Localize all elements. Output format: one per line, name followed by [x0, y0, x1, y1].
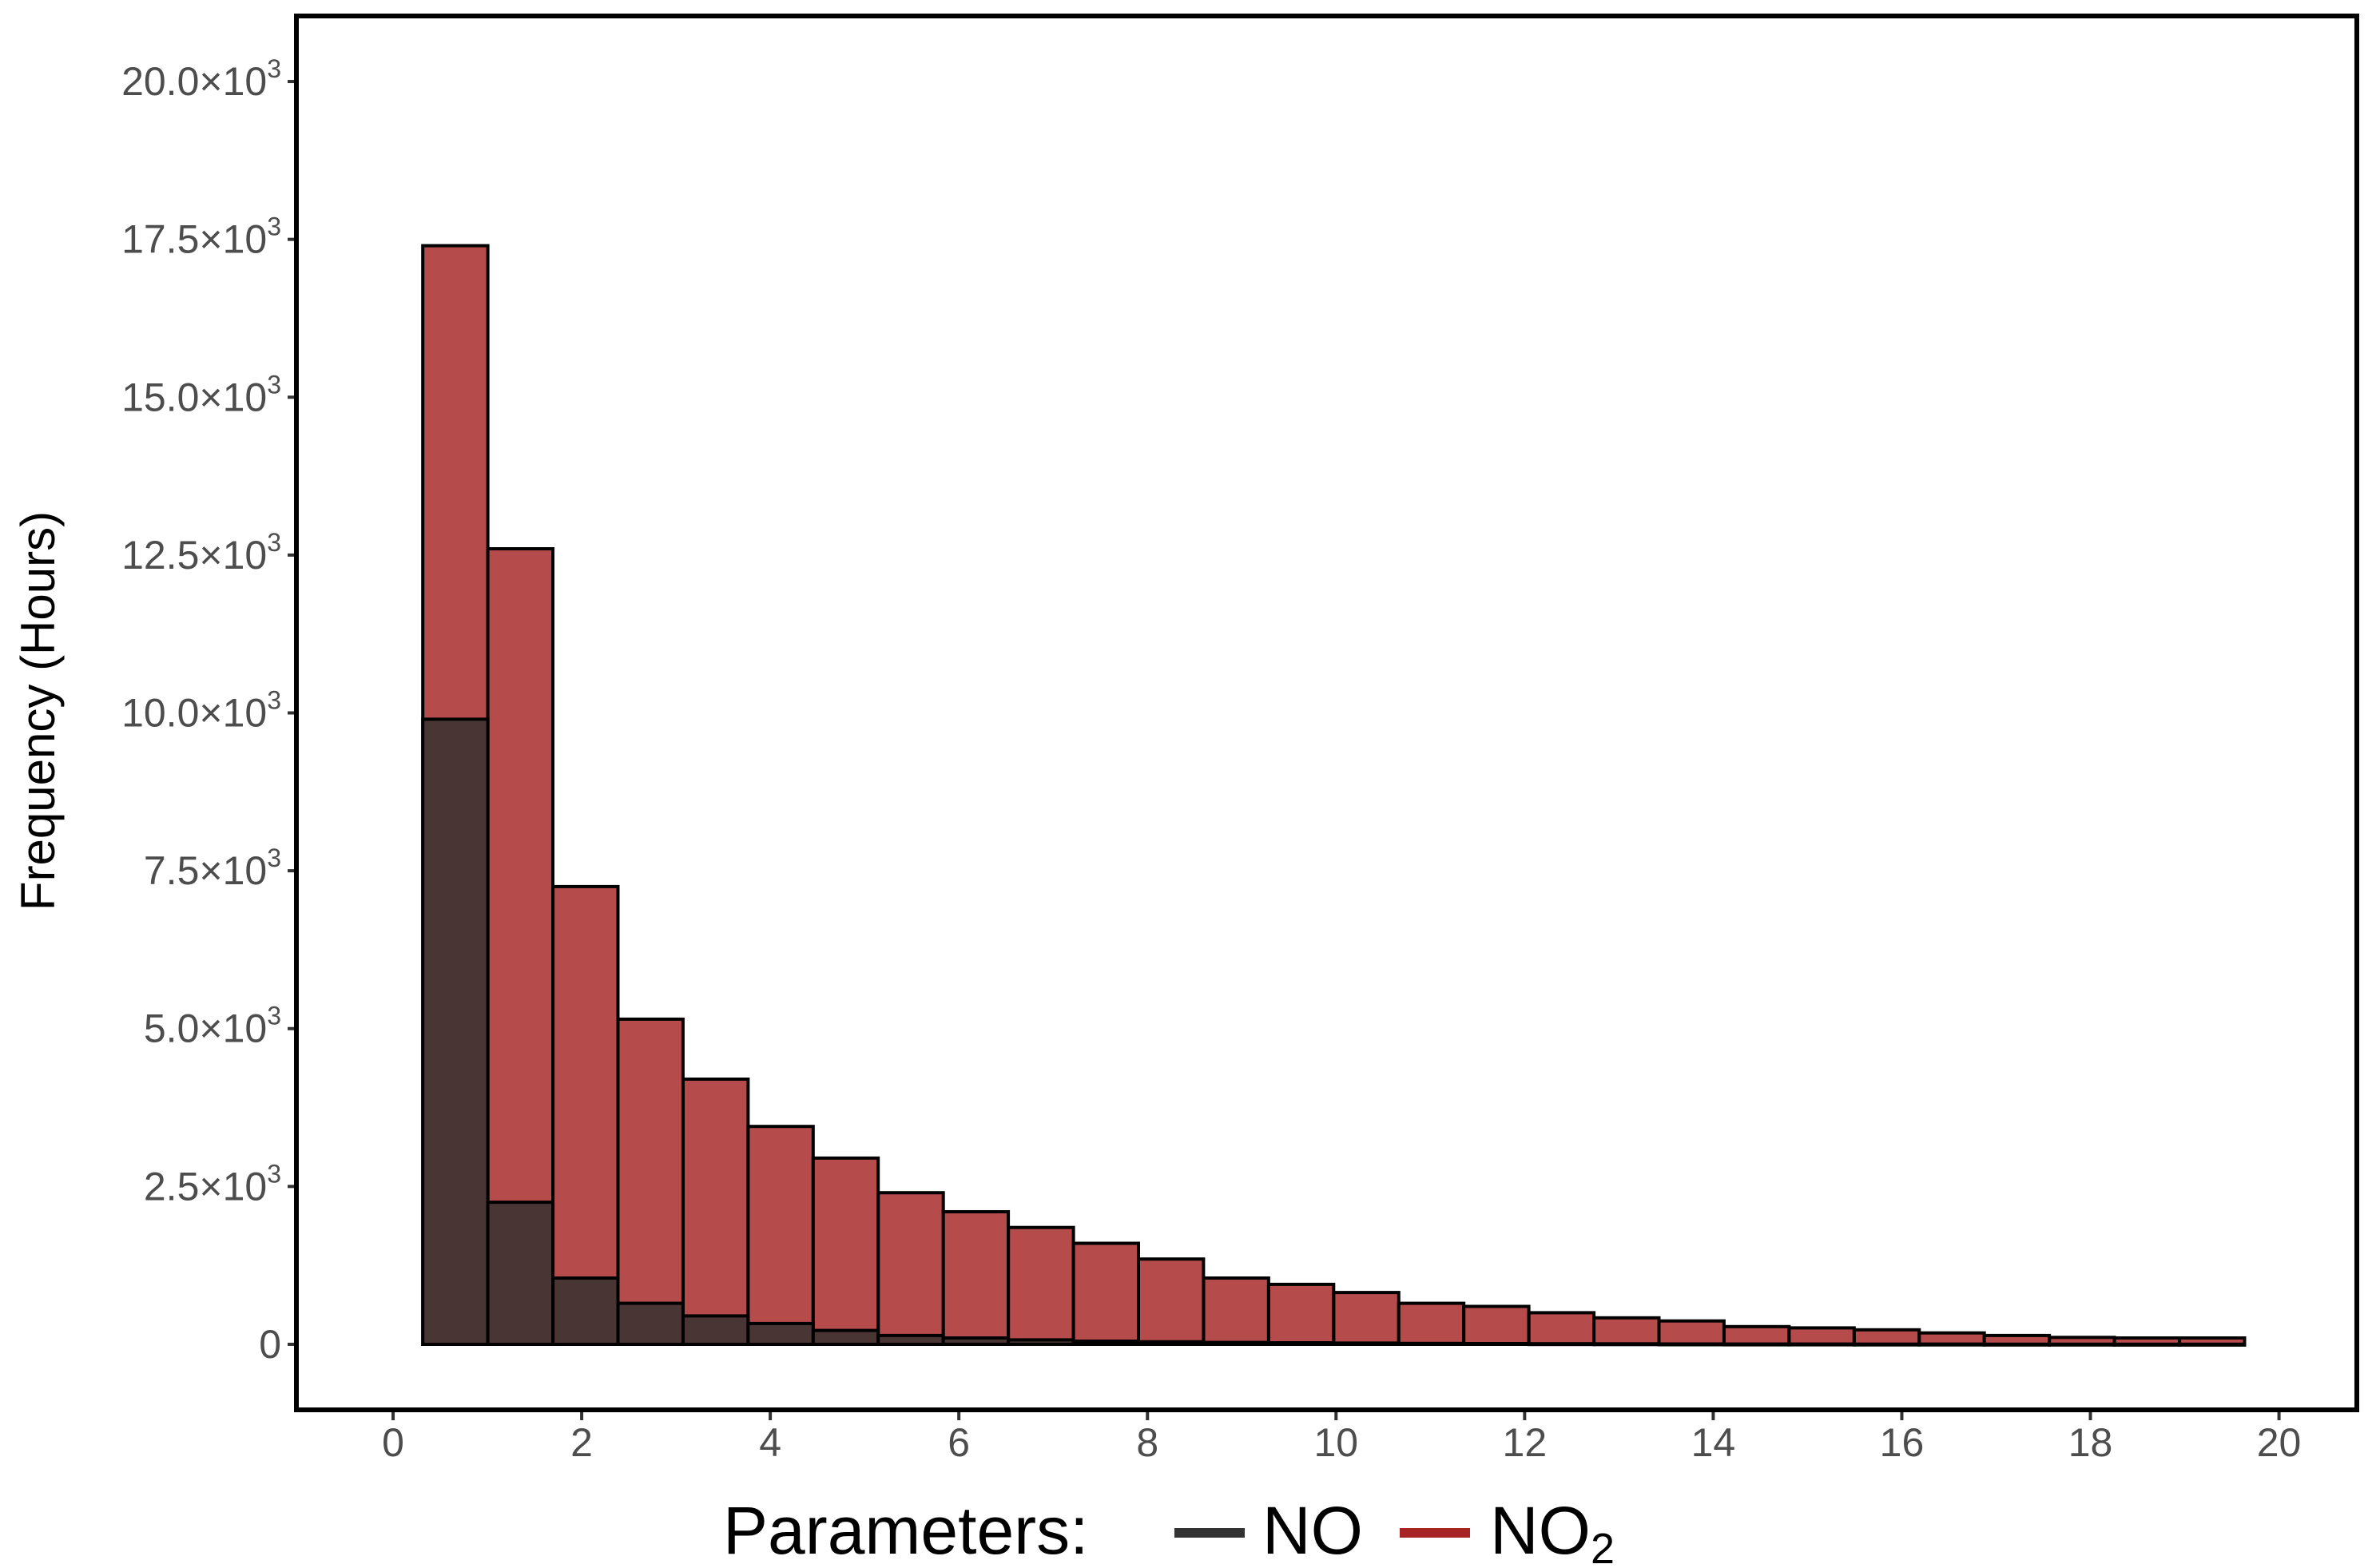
no-bar — [746, 1321, 815, 1347]
no2-bar — [1202, 1276, 1270, 1346]
no-bar — [551, 1276, 620, 1346]
x-tick-label: 20 — [2257, 1420, 2302, 1465]
no-bar — [1202, 1340, 1270, 1346]
no-bar — [876, 1333, 945, 1347]
x-tick-label: 2 — [570, 1420, 593, 1465]
no2-bar — [1071, 1241, 1140, 1346]
no2-bar — [1397, 1301, 1466, 1346]
no-bar — [1852, 1342, 1921, 1347]
no-bars — [421, 717, 2247, 1347]
x-tick-label: 16 — [1880, 1420, 1925, 1465]
x-tick-label: 10 — [1313, 1420, 1358, 1465]
y-tick-label: 2.5×103 — [144, 1159, 281, 1209]
no-bar — [421, 717, 490, 1346]
no2-bar — [1007, 1225, 1075, 1346]
no2-bar — [746, 1125, 815, 1346]
no-bar — [2048, 1342, 2116, 1347]
no-bar — [681, 1314, 750, 1347]
x-tick-label: 4 — [759, 1420, 781, 1465]
x-tick-label: 12 — [1503, 1420, 1548, 1465]
no2-bar — [616, 1017, 685, 1347]
y-tick-label: 12.5×103 — [121, 528, 281, 578]
y-tick-label: 7.5×103 — [144, 844, 281, 893]
no-bar — [1787, 1342, 1856, 1347]
no-bar — [1917, 1342, 1986, 1347]
no2-bar — [811, 1156, 880, 1347]
no-bar — [2178, 1342, 2247, 1347]
no-bar — [1722, 1342, 1791, 1347]
y-tick-label: 0 — [259, 1322, 281, 1367]
no2-bar — [941, 1210, 1011, 1346]
no2-bar — [1462, 1304, 1531, 1346]
no2-bar — [1722, 1324, 1791, 1346]
no-bar — [811, 1328, 880, 1346]
no2-bar — [1332, 1291, 1401, 1346]
no2-bar — [551, 884, 620, 1346]
legend-label-no: NO — [1262, 1493, 1363, 1568]
y-tick-label: 5.0×103 — [144, 1002, 281, 1051]
no-bar — [941, 1336, 1011, 1346]
no-bar — [1071, 1340, 1140, 1346]
no2-bar — [1787, 1326, 1856, 1347]
no2-bar — [1137, 1257, 1206, 1346]
no2-bar — [681, 1078, 750, 1346]
no-bar — [1332, 1341, 1401, 1347]
no-bar — [1982, 1342, 2052, 1347]
x-tick-label: 0 — [382, 1420, 404, 1465]
y-tick-label: 15.0×103 — [121, 370, 281, 419]
plot-panel-border — [294, 14, 2359, 1412]
no-bar — [486, 1201, 554, 1346]
y-tick-label: 20.0×103 — [121, 54, 281, 104]
no-bar — [2112, 1342, 2182, 1347]
y-axis-title: Frequency (Hours) — [11, 511, 65, 911]
y-tick-label: 17.5×103 — [121, 212, 281, 262]
y-tick-label: 10.0×103 — [121, 686, 281, 736]
no-bar — [1137, 1340, 1206, 1347]
no2-bars — [421, 244, 2247, 1347]
y-axis: 0 2.5×103 5.0×103 7.5×103 10.0×103 12.5×103 15… — [121, 54, 296, 1367]
legend: Parameters: NO NO2 — [723, 1493, 1615, 1568]
no2-bar — [1852, 1328, 1921, 1347]
no2-bar — [876, 1191, 945, 1346]
x-axis: 0 2 4 6 8 10 12 14 16 18 20 — [382, 1410, 2301, 1465]
no-bar — [1007, 1338, 1075, 1346]
x-tick-label: 18 — [2068, 1420, 2113, 1465]
legend-key-no — [1174, 1528, 1245, 1538]
no2-bar — [1527, 1311, 1596, 1346]
legend-key-no2 — [1400, 1528, 1470, 1538]
x-tick-label: 8 — [1136, 1420, 1158, 1465]
x-tick-label: 6 — [948, 1420, 970, 1465]
no-bar — [1657, 1342, 1726, 1347]
no2-bar — [1592, 1316, 1661, 1347]
no2-bar — [1266, 1282, 1336, 1347]
x-tick-label: 14 — [1691, 1420, 1736, 1465]
legend-label-no2: NO2 — [1490, 1493, 1615, 1568]
no2-bar — [1657, 1319, 1726, 1346]
no-bar — [1266, 1341, 1336, 1346]
no-bar — [616, 1301, 685, 1346]
legend-title: Parameters: — [723, 1493, 1089, 1568]
